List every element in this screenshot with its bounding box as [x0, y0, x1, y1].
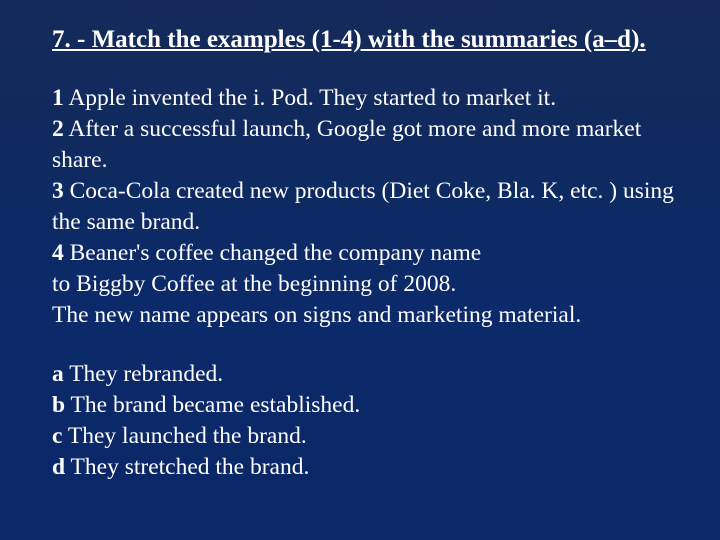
slide: 7. - Match the examples (1-4) with the s… [0, 0, 720, 540]
summaries-block: a They rebranded. b The brand became est… [52, 359, 684, 483]
summary-b: b The brand became established. [52, 390, 684, 421]
example-4-text-a: Beaner's coffee changed the company name [64, 240, 481, 266]
example-4-line-2: to Biggby Coffee at the beginning of 200… [52, 269, 684, 300]
example-1-number: 1 [52, 85, 64, 111]
example-1-text: Apple invented the i. Pod. They started … [64, 85, 556, 111]
summary-a: a They rebranded. [52, 359, 684, 390]
examples-block: 1 Apple invented the i. Pod. They starte… [52, 83, 684, 331]
example-3: 3 Coca-Cola created new products (Diet C… [52, 176, 684, 238]
summary-c: c They launched the brand. [52, 421, 684, 452]
summary-a-key: a [52, 361, 64, 387]
example-3-number: 3 [52, 178, 64, 204]
summary-a-text: They rebranded. [64, 361, 223, 387]
slide-title: 7. - Match the examples (1-4) with the s… [52, 24, 684, 57]
example-4-line-3: The new name appears on signs and market… [52, 300, 684, 331]
summary-d: d They stretched the brand. [52, 452, 684, 483]
summary-c-key: c [52, 423, 62, 449]
summary-d-key: d [52, 454, 65, 480]
example-2: 2 After a successful launch, Google got … [52, 114, 684, 176]
example-4-line-1: 4 Beaner's coffee changed the company na… [52, 238, 684, 269]
summary-c-text: They launched the brand. [62, 423, 306, 449]
summary-d-text: They stretched the brand. [65, 454, 309, 480]
summary-b-text: The brand became established. [65, 392, 360, 418]
example-1: 1 Apple invented the i. Pod. They starte… [52, 83, 684, 114]
example-2-number: 2 [52, 116, 64, 142]
example-4-number: 4 [52, 240, 64, 266]
example-2-text: After a successful launch, Google got mo… [52, 116, 641, 173]
example-3-text: Coca-Cola created new products (Diet Cok… [52, 178, 674, 235]
summary-b-key: b [52, 392, 65, 418]
